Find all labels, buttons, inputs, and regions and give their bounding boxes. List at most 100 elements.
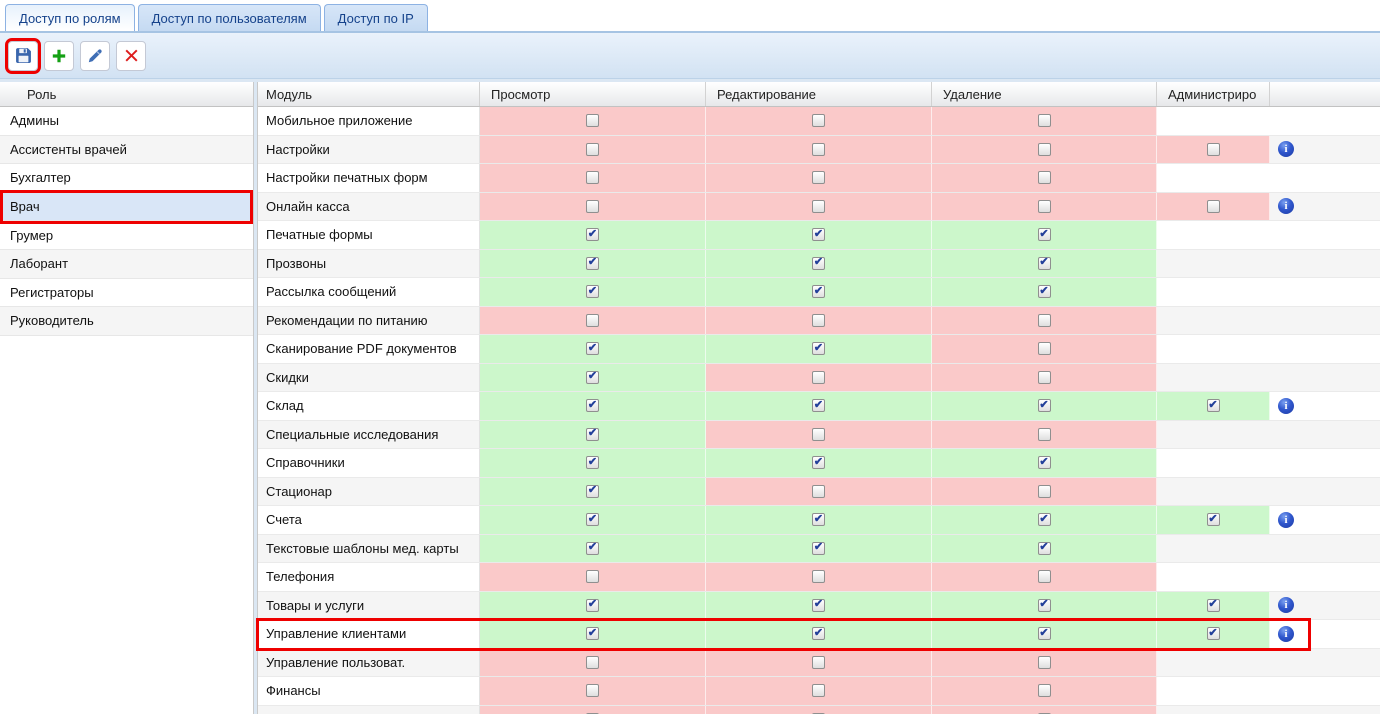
permission-checkbox[interactable] [812,199,825,213]
permission-checkbox[interactable] [812,142,825,156]
permission-checkbox[interactable] [1037,171,1051,185]
permission-checkbox[interactable] [1037,199,1051,213]
permission-checkbox[interactable] [812,285,825,299]
column-header-3[interactable]: Редактирование [706,82,932,106]
permission-checkbox[interactable] [1206,199,1220,213]
save-button[interactable] [5,37,41,74]
permission-checkbox[interactable] [812,228,825,242]
permission-checkbox[interactable] [1037,142,1051,156]
permission-checkbox[interactable] [1037,370,1051,384]
permission-checkbox[interactable] [812,598,825,612]
add-button[interactable] [44,40,74,71]
permission-checkbox[interactable] [586,598,599,612]
permission-checkbox[interactable] [1037,256,1051,270]
permission-checkbox[interactable] [1037,342,1051,356]
permission-checkbox[interactable] [586,627,599,641]
permission-checkbox[interactable] [586,484,599,498]
permission-checkbox[interactable] [586,456,599,470]
permission-checkbox[interactable] [1037,399,1051,413]
permission-checkbox[interactable] [586,399,599,413]
permission-checkbox[interactable] [812,399,825,413]
permission-checkbox[interactable] [586,285,599,299]
permission-checkbox[interactable] [586,370,599,384]
tab-ip[interactable]: Доступ по IP [323,4,428,31]
permission-checkbox[interactable] [812,171,825,185]
permission-checkbox[interactable] [812,513,825,527]
edit-button[interactable] [80,40,110,71]
info-icon[interactable]: i [1278,597,1294,614]
permission-checkbox[interactable] [586,570,599,584]
roles-column-header[interactable]: Роль [0,82,253,107]
role-row[interactable]: Админы [0,107,253,136]
permission-checkbox[interactable] [586,142,599,156]
permission-checkbox[interactable] [1037,598,1051,612]
role-row[interactable]: Врач [0,192,253,222]
permission-checkbox[interactable] [812,570,825,584]
permission-checkbox[interactable] [1037,570,1051,584]
permission-checkbox[interactable] [812,114,825,128]
permission-checkbox[interactable] [586,171,599,185]
permission-checkbox[interactable] [1206,399,1220,413]
role-row[interactable]: Ассистенты врачей [0,135,253,165]
info-icon[interactable]: i [1278,198,1294,215]
column-header-5[interactable]: Администриро [1157,82,1270,106]
permission-checkbox[interactable] [812,370,825,384]
column-header-6[interactable] [1270,82,1380,106]
permission-checkbox[interactable] [812,427,825,441]
permission-checkbox[interactable] [586,427,599,441]
permission-checkbox[interactable] [586,114,599,128]
permission-checkbox[interactable] [812,256,825,270]
permission-checkbox[interactable] [1037,313,1051,327]
permission-checkbox[interactable] [1206,142,1220,156]
info-icon[interactable]: i [1278,397,1294,414]
info-icon[interactable]: i [1278,141,1294,158]
permission-checkbox[interactable] [586,199,599,213]
permission-checkbox[interactable] [1037,285,1051,299]
column-header-1[interactable]: Модуль [258,82,480,106]
permission-checkbox[interactable] [812,342,825,356]
tab-roles[interactable]: Доступ по ролям [5,4,135,31]
permission-checkbox[interactable] [1037,541,1051,555]
permission-checkbox[interactable] [812,627,825,641]
permission-checkbox[interactable] [812,541,825,555]
permission-checkbox[interactable] [586,228,599,242]
permission-checkbox[interactable] [1206,513,1220,527]
tab-users[interactable]: Доступ по пользователям [137,4,321,31]
permission-checkbox[interactable] [1037,712,1051,714]
permission-checkbox[interactable] [1037,114,1051,128]
permission-checkbox[interactable] [586,684,599,698]
permission-checkbox[interactable] [1037,627,1051,641]
permission-checkbox[interactable] [586,712,599,714]
role-row[interactable]: Грумер [0,221,253,250]
role-row[interactable]: Бухгалтер [0,164,253,193]
column-header-2[interactable]: Просмотр [480,82,706,106]
permission-checkbox[interactable] [1037,513,1051,527]
permission-checkbox[interactable] [1206,598,1220,612]
permission-checkbox[interactable] [812,313,825,327]
permission-checkbox[interactable] [1206,627,1220,641]
permission-checkbox[interactable] [1037,484,1051,498]
delete-button[interactable] [116,40,146,71]
role-row[interactable]: Регистраторы [0,278,253,308]
permission-checkbox[interactable] [1037,655,1051,669]
permission-checkbox[interactable] [586,513,599,527]
column-header-4[interactable]: Удаление [932,82,1157,106]
permission-checkbox[interactable] [812,484,825,498]
role-row[interactable]: Руководитель [0,307,253,336]
info-icon[interactable]: i [1278,511,1294,528]
permission-checkbox[interactable] [586,655,599,669]
permission-checkbox[interactable] [1037,456,1051,470]
permission-checkbox[interactable] [812,456,825,470]
permission-checkbox[interactable] [812,684,825,698]
permission-checkbox[interactable] [1037,427,1051,441]
permission-checkbox[interactable] [1037,684,1051,698]
permission-checkbox[interactable] [812,655,825,669]
info-icon[interactable]: i [1278,625,1294,642]
permission-checkbox[interactable] [586,342,599,356]
permission-checkbox[interactable] [586,313,599,327]
role-row[interactable]: Лаборант [0,249,253,279]
permission-checkbox[interactable] [812,712,825,714]
permission-checkbox[interactable] [1037,228,1051,242]
permission-checkbox[interactable] [586,541,599,555]
permission-checkbox[interactable] [586,256,599,270]
